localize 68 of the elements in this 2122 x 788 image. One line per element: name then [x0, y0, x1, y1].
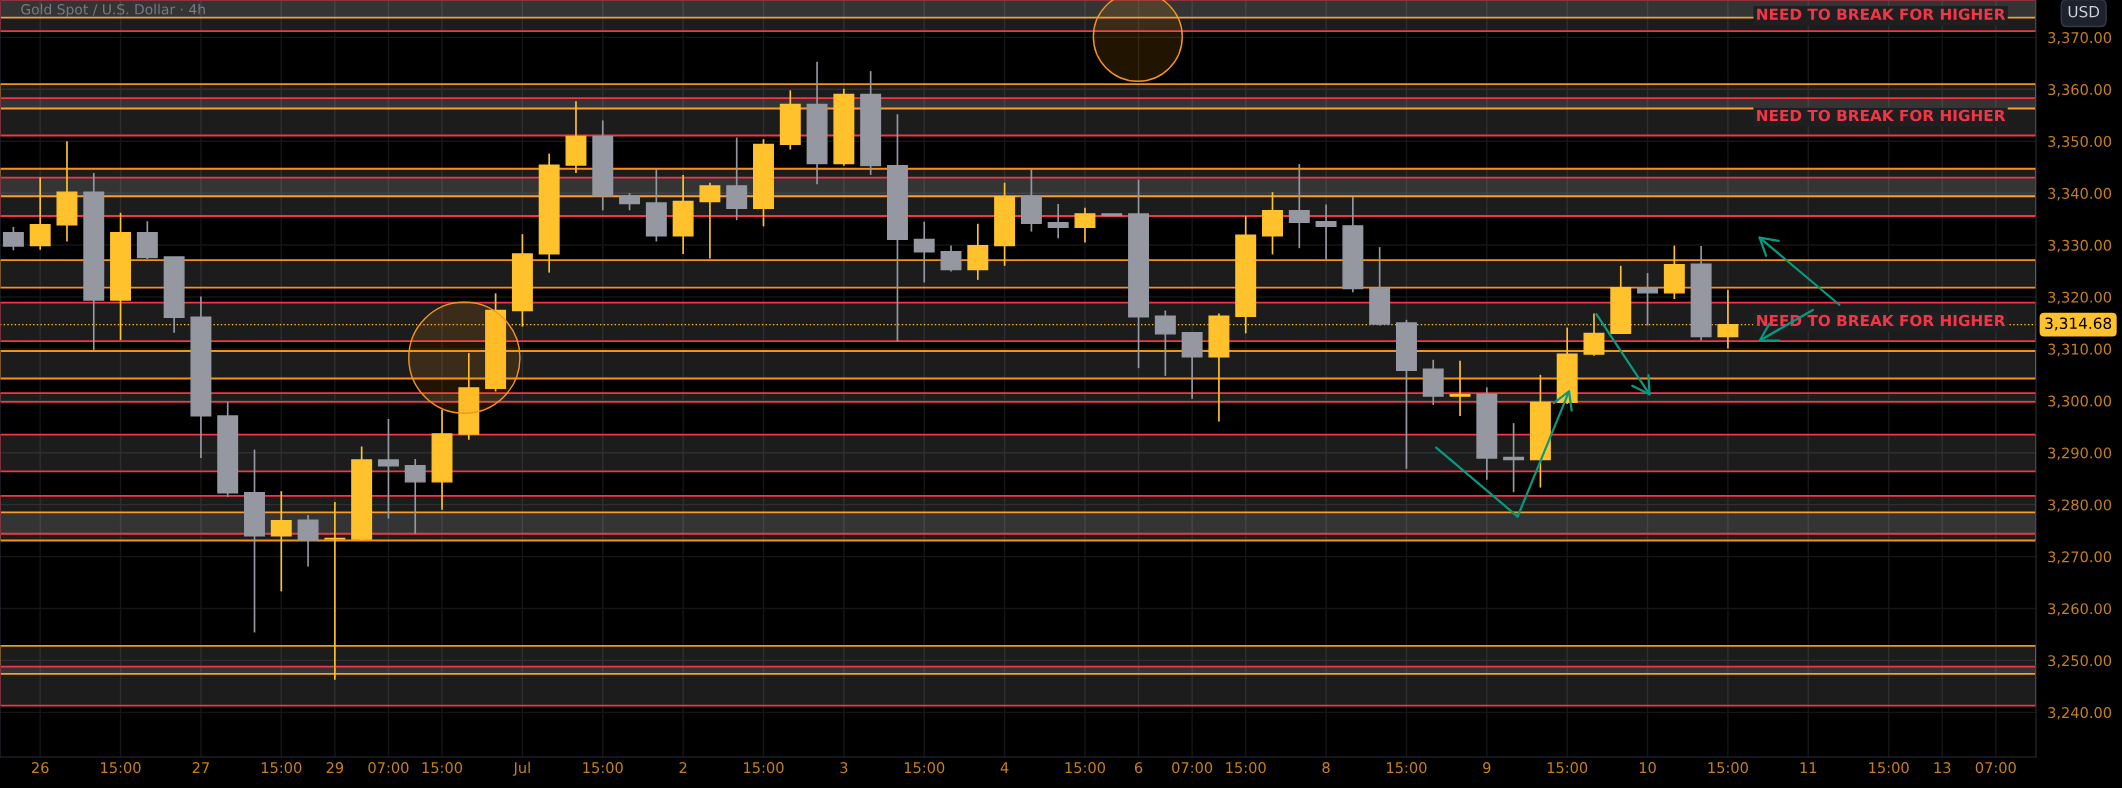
y-tick-label: 3,290.00: [2048, 447, 2112, 460]
x-tick-label: 15:00: [583, 762, 623, 774]
y-tick-label: 3,320.00: [2048, 291, 2112, 305]
band-label: NEED TO BREAK FOR HIGHER: [1757, 109, 2006, 122]
x-tick-label: 26: [31, 762, 49, 774]
candlestick: [726, 136, 748, 221]
x-tick-label: 10: [1639, 762, 1656, 774]
candlestick: [404, 458, 426, 535]
x-tick-label: 2: [679, 762, 687, 773]
x-tick-label: 29: [326, 762, 344, 774]
chart-title: Gold Spot / U.S. Dollar · 4h: [21, 3, 205, 18]
x-tick-label: 11: [1800, 762, 1817, 773]
y-tick-label: 3,330.00: [2048, 239, 2112, 253]
x-tick-label: 6: [1134, 762, 1143, 774]
x-tick-label: 15:00: [1387, 762, 1427, 774]
x-tick-label: 4: [1000, 762, 1009, 773]
x-tick-label: 27: [192, 762, 209, 773]
x-tick-label: 07:00: [1172, 762, 1213, 774]
candlestick: [1288, 163, 1310, 250]
x-tick-label: 15:00: [1226, 762, 1266, 774]
x-tick-label: 15:00: [744, 762, 784, 774]
candlestick: [940, 244, 962, 273]
candlestick: [1315, 203, 1337, 261]
x-tick-label: 15:00: [1708, 762, 1748, 774]
x-tick-label: 07:00: [368, 762, 409, 774]
candlestick: [1154, 309, 1176, 377]
x-tick-label: 15:00: [1547, 762, 1588, 774]
x-tick-label: 15:00: [422, 762, 463, 774]
y-tick-label: 3,340.00: [2048, 187, 2112, 201]
y-tick-label: 3,370.00: [2048, 32, 2112, 45]
candlestick: [1583, 312, 1605, 357]
x-tick-label: 13: [1934, 762, 1951, 774]
x-tick-label: 15:00: [1065, 762, 1106, 774]
candlestick: [2, 226, 24, 252]
y-tick-label: 3,260.00: [2048, 603, 2112, 616]
y-tick-label: 3,360.00: [2048, 84, 2112, 97]
y-tick-label: 3,240.00: [2048, 707, 2112, 720]
candlestick: [913, 220, 935, 284]
candlestick: [1449, 360, 1471, 417]
candlestick: [377, 418, 399, 520]
candlestick: [324, 501, 346, 681]
y-tick-label: 3,350.00: [2048, 135, 2112, 149]
x-tick-label: 15:00: [261, 762, 302, 774]
y-tick-label: 3,280.00: [2048, 499, 2112, 512]
candlestick: [270, 490, 292, 593]
candlestick: [967, 222, 989, 281]
x-tick-label: 15:00: [904, 762, 945, 774]
candlestick: [29, 176, 51, 251]
candlestick: [1181, 331, 1203, 400]
x-tick-label: 07:00: [1975, 762, 2016, 774]
ref-line-label: 3,314.68: [2045, 317, 2112, 331]
candlestick: [1074, 206, 1096, 244]
x-tick-label: 15:00: [1869, 762, 1909, 774]
x-tick-label: 8: [1322, 762, 1330, 774]
text: USD: [2068, 5, 2100, 18]
candlestick: [1637, 272, 1659, 327]
candlestick: [699, 181, 721, 260]
y-tick-label: 3,270.00: [2048, 551, 2112, 564]
y-tick-label: 3,250.00: [2048, 655, 2112, 668]
y-tick-label: 3,300.00: [2048, 395, 2112, 409]
x-tick-label: 9: [1483, 762, 1491, 774]
candlestick: [1047, 203, 1069, 240]
x-tick-label: 3: [840, 762, 848, 774]
candlestick: [297, 514, 319, 568]
band-label: NEED TO BREAK FOR HIGHER: [1757, 8, 2006, 21]
x-tick-label: 15:00: [101, 762, 141, 774]
y-tick-label: 3,310.00: [2048, 343, 2112, 357]
x-tick-label: Jul: [512, 761, 530, 776]
